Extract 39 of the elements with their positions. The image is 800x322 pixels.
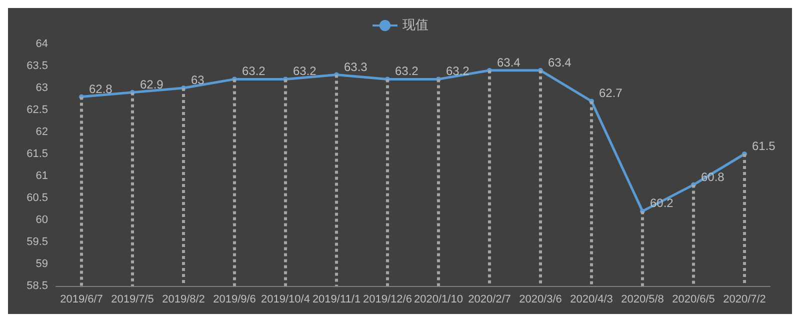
data-label: 62.8: [89, 82, 113, 96]
x-tick-label: 2019/9/6: [213, 294, 256, 306]
x-tick-label: 2019/6/7: [60, 294, 103, 306]
data-label: 63.2: [395, 64, 419, 78]
y-tick-label: 61: [36, 170, 48, 182]
y-tick-label: 59.5: [26, 236, 48, 248]
data-label: 63.2: [293, 64, 317, 78]
x-tick-label: 2020/4/3: [570, 294, 613, 306]
y-tick-label: 61.5: [26, 148, 48, 160]
x-tick-label: 2020/7/2: [723, 294, 766, 306]
x-tick-label: 2020/5/8: [621, 294, 664, 306]
x-tick-label: 2019/10/4: [261, 294, 310, 306]
y-tick-label: 62: [36, 126, 48, 138]
y-tick-label: 59: [36, 258, 48, 270]
data-label: 63.3: [344, 60, 368, 74]
data-label: 61.5: [752, 139, 776, 153]
y-tick-label: 58.5: [26, 280, 48, 292]
legend-label: 现值: [402, 18, 428, 33]
x-tick-label: 2019/12/6: [363, 294, 412, 306]
data-label: 63.4: [497, 55, 521, 70]
data-label: 62.7: [599, 86, 623, 100]
y-tick-label: 62.5: [26, 104, 48, 116]
y-tick-label: 60.5: [26, 192, 48, 204]
x-tick-label: 2020/3/6: [519, 294, 562, 306]
data-label: 63.2: [446, 64, 470, 78]
x-tick-label: 2020/2/7: [468, 294, 511, 306]
data-label: 63: [191, 73, 205, 87]
x-tick-label: 2019/11/1: [312, 294, 361, 306]
data-label: 62.9: [140, 77, 164, 92]
y-tick-label: 63: [36, 82, 48, 94]
x-tick-label: 2019/7/5: [111, 294, 154, 306]
x-tick-label: 2020/1/10: [414, 294, 463, 306]
x-tick-label: 2019/8/2: [162, 294, 205, 306]
y-tick-label: 63.5: [26, 60, 48, 72]
data-label: 63.4: [548, 55, 572, 70]
x-tick-label: 2020/6/5: [672, 294, 715, 306]
y-tick-label: 64: [36, 38, 48, 50]
y-tick-label: 60: [36, 214, 48, 226]
data-label: 63.2: [242, 64, 266, 78]
